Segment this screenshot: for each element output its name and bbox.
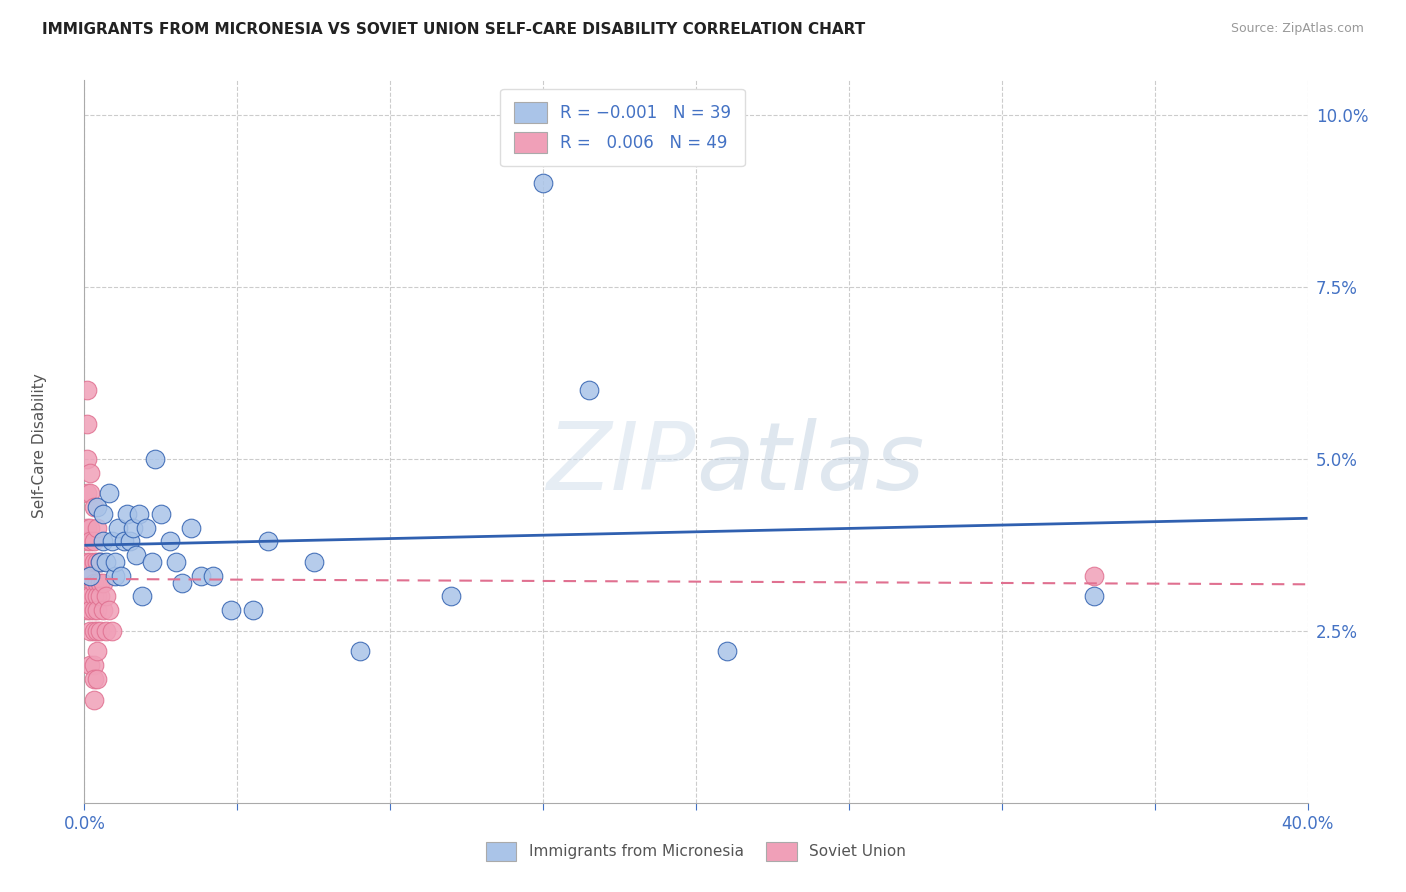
Point — [76, 555, 98, 569]
Point — [79, 590, 101, 604]
Point — [79, 603, 101, 617]
Point — [76, 417, 98, 432]
Text: ZIP: ZIP — [547, 417, 696, 508]
Point — [91, 603, 114, 617]
Point — [76, 534, 98, 549]
Point — [1083, 568, 1105, 582]
Point — [180, 520, 202, 534]
Point — [89, 590, 111, 604]
Point — [242, 603, 264, 617]
Text: atlas: atlas — [696, 417, 924, 508]
Point — [86, 624, 108, 638]
Point — [94, 590, 117, 604]
Point — [349, 644, 371, 658]
Point — [83, 624, 105, 638]
Point — [97, 603, 120, 617]
Point — [91, 507, 114, 521]
Point — [86, 603, 108, 617]
Point — [86, 555, 108, 569]
Point — [86, 520, 108, 534]
Point — [83, 603, 105, 617]
Text: Self-Care Disability: Self-Care Disability — [32, 374, 46, 518]
Point — [302, 555, 325, 569]
Point — [79, 624, 101, 638]
Point — [101, 534, 124, 549]
Point — [83, 692, 105, 706]
Point — [91, 534, 114, 549]
Point — [83, 672, 105, 686]
Point — [122, 520, 145, 534]
Point — [79, 466, 101, 480]
Point — [86, 590, 108, 604]
Point — [201, 568, 224, 582]
Point — [79, 568, 101, 582]
Point — [79, 534, 101, 549]
Point — [104, 555, 127, 569]
Point — [115, 507, 138, 521]
Point — [219, 603, 242, 617]
Point — [83, 590, 105, 604]
Point — [120, 534, 142, 549]
Point — [94, 555, 117, 569]
Point — [76, 486, 98, 500]
Point — [79, 658, 101, 673]
Point — [716, 644, 738, 658]
Point — [112, 534, 135, 549]
Point — [89, 624, 111, 638]
Point — [89, 555, 111, 569]
Point — [257, 534, 280, 549]
Point — [107, 520, 129, 534]
Point — [83, 555, 105, 569]
Point — [531, 177, 554, 191]
Point — [149, 507, 172, 521]
Point — [76, 520, 98, 534]
Point — [83, 500, 105, 514]
Point — [86, 644, 108, 658]
Point — [172, 575, 194, 590]
Point — [135, 520, 157, 534]
Point — [91, 575, 114, 590]
Point — [578, 383, 600, 397]
Point — [86, 500, 108, 514]
Point — [165, 555, 187, 569]
Point — [86, 575, 108, 590]
Point — [79, 555, 101, 569]
Point — [79, 568, 101, 582]
Point — [97, 486, 120, 500]
Point — [104, 568, 127, 582]
Legend: Immigrants from Micronesia, Soviet Union: Immigrants from Micronesia, Soviet Union — [479, 836, 912, 867]
Point — [110, 568, 132, 582]
Point — [76, 590, 98, 604]
Point — [83, 534, 105, 549]
Point — [101, 624, 124, 638]
Point — [83, 575, 105, 590]
Point — [125, 548, 148, 562]
Point — [79, 486, 101, 500]
Point — [94, 624, 117, 638]
Point — [89, 575, 111, 590]
Point — [86, 672, 108, 686]
Point — [76, 568, 98, 582]
Point — [1083, 590, 1105, 604]
Point — [76, 383, 98, 397]
Point — [83, 658, 105, 673]
Point — [440, 590, 463, 604]
Point — [76, 451, 98, 466]
Point — [128, 507, 150, 521]
Point — [143, 451, 166, 466]
Text: Source: ZipAtlas.com: Source: ZipAtlas.com — [1230, 22, 1364, 36]
Point — [141, 555, 163, 569]
Point — [190, 568, 212, 582]
Text: IMMIGRANTS FROM MICRONESIA VS SOVIET UNION SELF-CARE DISABILITY CORRELATION CHAR: IMMIGRANTS FROM MICRONESIA VS SOVIET UNI… — [42, 22, 866, 37]
Point — [89, 555, 111, 569]
Point — [79, 520, 101, 534]
Point — [131, 590, 153, 604]
Point — [159, 534, 181, 549]
Point — [76, 603, 98, 617]
